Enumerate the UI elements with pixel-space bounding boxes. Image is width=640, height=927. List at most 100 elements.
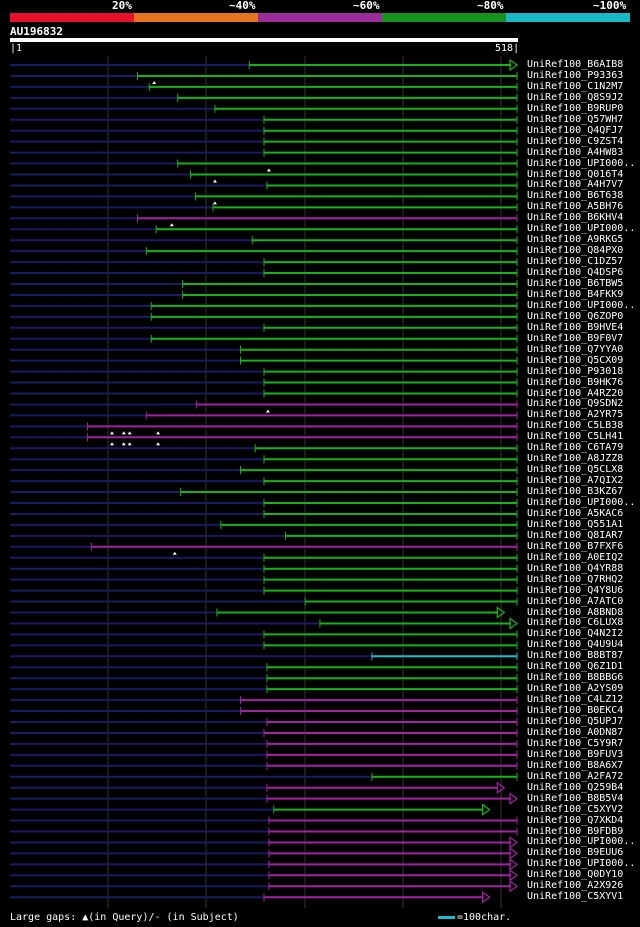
- query-gap-marker-icon: [212, 179, 217, 183]
- continuation-arrow-icon: [509, 869, 519, 882]
- hit-label[interactable]: UniRef100_UPI000..: [527, 223, 636, 235]
- hit-label[interactable]: UniRef100_B0EKC4: [527, 705, 624, 717]
- hit-label[interactable]: UniRef100_C5LH41: [527, 431, 624, 443]
- scale-segment-60: [258, 13, 382, 22]
- hit-label[interactable]: UniRef100_C5LB38: [527, 420, 624, 432]
- hit-label[interactable]: UniRef100_A8BND8: [527, 606, 624, 618]
- hit-label[interactable]: UniRef100_B9FDB9: [527, 825, 624, 837]
- hit-label[interactable]: UniRef100_A0EIQ2: [527, 551, 624, 563]
- hit-label[interactable]: UniRef100_A9RKG5: [527, 234, 624, 246]
- hit-label[interactable]: UniRef100_Q9SDN2: [527, 398, 624, 410]
- query-ruler: [10, 38, 518, 42]
- hit-label[interactable]: UniRef100_C9ZST4: [527, 135, 624, 147]
- hit-label[interactable]: UniRef100_Q5UPJ7: [527, 716, 624, 727]
- query-gap-marker-icon: [121, 442, 126, 446]
- scale-label-80: ~80%: [477, 0, 504, 12]
- continuation-arrow-icon: [509, 847, 519, 860]
- hit-label[interactable]: UniRef100_C5XYV1: [527, 891, 624, 903]
- hit-label[interactable]: UniRef100_C5XYV2: [527, 803, 624, 815]
- hit-label[interactable]: UniRef100_A2YS09: [527, 683, 624, 695]
- hit-label[interactable]: UniRef100_Q7YYA0: [527, 343, 624, 355]
- hit-label[interactable]: UniRef100_B6TBW5: [527, 278, 624, 289]
- hit-label[interactable]: UniRef100_B9FUV3: [527, 748, 624, 760]
- hit-label[interactable]: UniRef100_Q4U9U4: [527, 639, 624, 651]
- hit-label[interactable]: UniRef100_P93018: [527, 365, 624, 377]
- scale-segment-100: [506, 13, 630, 22]
- hit-label[interactable]: UniRef100_UPI000..: [527, 157, 636, 169]
- hit-label[interactable]: UniRef100_B8B5V4: [527, 792, 624, 804]
- hit-label[interactable]: UniRef100_B6T638: [527, 190, 624, 202]
- hit-label[interactable]: UniRef100_Q6Z1D1: [527, 661, 624, 673]
- hit-label[interactable]: UniRef100_Q4QFJ7: [527, 124, 624, 136]
- hit-label[interactable]: UniRef100_A8JZZ8: [527, 453, 624, 465]
- hit-label[interactable]: UniRef100_P93363: [527, 69, 624, 81]
- hit-label[interactable]: UniRef100_Q551A1: [527, 518, 624, 530]
- hit-label[interactable]: UniRef100_A5BH76: [527, 201, 624, 213]
- hit-label[interactable]: UniRef100_B9F0V7: [527, 332, 624, 344]
- hit-label[interactable]: UniRef100_A4H7V7: [527, 179, 624, 191]
- hit-label[interactable]: UniRef100_C1DZ57: [527, 256, 624, 268]
- hit-label[interactable]: UniRef100_Q7RHQ2: [527, 573, 624, 585]
- hit-label[interactable]: UniRef100_Q8S9J2: [527, 91, 624, 103]
- hit-label[interactable]: UniRef100_C5Y9R7: [527, 737, 624, 749]
- hit-label[interactable]: UniRef100_B8BBG6: [527, 672, 624, 684]
- hit-label[interactable]: UniRef100_C6TA79: [527, 442, 624, 454]
- hit-label[interactable]: UniRef100_B6KHV4: [527, 212, 624, 224]
- hit-label[interactable]: UniRef100_A7ATC0: [527, 595, 624, 607]
- hit-label[interactable]: UniRef100_A4RZ20: [527, 387, 624, 399]
- hit-label[interactable]: UniRef100_A2YR75: [527, 409, 624, 421]
- continuation-arrow-icon: [509, 58, 519, 72]
- hit-label[interactable]: UniRef100_A2FA72: [527, 770, 624, 782]
- hit-label[interactable]: UniRef100_UPI000..: [527, 299, 636, 311]
- scale-segment-20: [10, 13, 134, 22]
- hit-label[interactable]: UniRef100_Q4DSP6: [527, 267, 624, 279]
- hit-label[interactable]: UniRef100_B3KZ67: [527, 486, 624, 498]
- scale-legend: =100char.: [438, 912, 511, 923]
- continuation-arrow-icon: [481, 803, 491, 816]
- hit-label[interactable]: UniRef100_Q259B4: [527, 781, 624, 793]
- query-gap-marker-icon: [172, 551, 177, 555]
- hit-label[interactable]: UniRef100_Q6ZOP0: [527, 310, 624, 322]
- hit-label[interactable]: UniRef100_B9EUU6: [527, 847, 624, 859]
- hit-label[interactable]: UniRef100_Q4YR88: [527, 562, 624, 574]
- hit-label[interactable]: UniRef100_Q7XKD4: [527, 814, 624, 826]
- scale-label-20: 20%: [112, 0, 132, 12]
- hit-label[interactable]: UniRef100_Q016T4: [527, 168, 624, 180]
- hit-label[interactable]: UniRef100_C1N2M7: [527, 80, 624, 92]
- hit-label[interactable]: UniRef100_A5KAC6: [527, 507, 624, 519]
- hit-label[interactable]: UniRef100_B6AIB8: [527, 59, 624, 70]
- hit-label[interactable]: UniRef100_C6LUX8: [527, 617, 624, 629]
- hit-label[interactable]: UniRef100_B8A6X7: [527, 759, 624, 771]
- hit-label[interactable]: UniRef100_A4HW83: [527, 146, 624, 158]
- hit-label[interactable]: UniRef100_A2X926: [527, 880, 624, 892]
- hit-label[interactable]: UniRef100_B4FKK9: [527, 288, 624, 300]
- hit-label[interactable]: UniRef100_Q0DY10: [527, 869, 624, 881]
- continuation-arrow-icon: [509, 858, 519, 871]
- scale-segment-80: [382, 13, 506, 22]
- hit-label[interactable]: UniRef100_UPI000..: [527, 497, 636, 508]
- hit-label[interactable]: UniRef100_Q5CLX8: [527, 464, 624, 476]
- query-gap-marker-icon: [156, 431, 161, 435]
- hit-label[interactable]: UniRef100_A7QIX2: [527, 475, 624, 487]
- hit-label[interactable]: UniRef100_Q5CX09: [527, 354, 624, 366]
- hit-label[interactable]: UniRef100_B9HK76: [527, 376, 624, 388]
- ruler-start: |1: [10, 43, 23, 54]
- gap-legend: Large gaps: ▲(in Query)/- (in Subject): [10, 912, 239, 923]
- continuation-arrow-icon: [509, 617, 519, 630]
- scale-segment-40: [134, 13, 258, 22]
- hit-label[interactable]: UniRef100_Q8IAR7: [527, 529, 624, 541]
- hit-label[interactable]: UniRef100_B7FXF6: [527, 540, 624, 552]
- hit-label[interactable]: UniRef100_B8BT87: [527, 650, 624, 662]
- hit-label[interactable]: UniRef100_Q4N2I2: [527, 628, 624, 640]
- hit-label[interactable]: UniRef100_B9HVE4: [527, 321, 624, 333]
- scale-label-40: ~40%: [229, 0, 256, 12]
- hit-label[interactable]: UniRef100_Q57WH7: [527, 113, 624, 125]
- hit-label[interactable]: UniRef100_B9RUP0: [527, 102, 624, 114]
- hit-label[interactable]: UniRef100_C4LZ12: [527, 694, 624, 706]
- hit-label[interactable]: UniRef100_A0DN87: [527, 726, 624, 738]
- scale-label-60: ~60%: [353, 0, 380, 12]
- hit-label[interactable]: UniRef100_Q4Y8U6: [527, 584, 624, 596]
- hit-label[interactable]: UniRef100_UPI000..: [527, 858, 636, 870]
- hit-label[interactable]: UniRef100_Q84PX0: [527, 245, 624, 257]
- hit-label[interactable]: UniRef100_UPI000..: [527, 836, 636, 848]
